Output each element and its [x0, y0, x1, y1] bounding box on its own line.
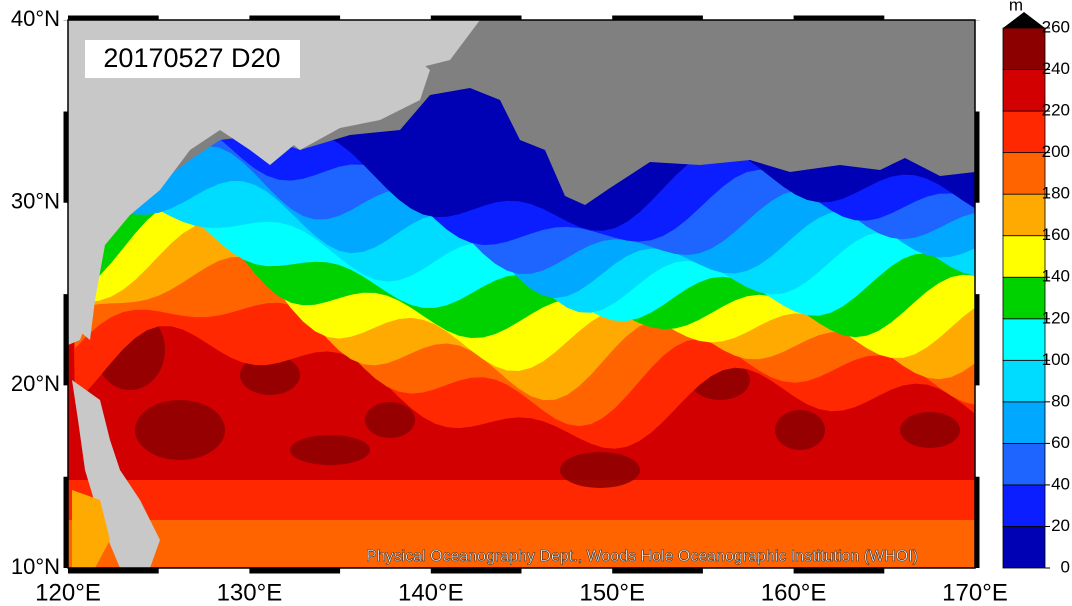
colorbar-segment: [1002, 318, 1046, 361]
field-blob: [290, 435, 370, 465]
colorbar-segment: [1002, 193, 1046, 237]
colorbar-tick-label: 120: [1042, 308, 1070, 327]
colorbar-tick-label: 80: [1051, 391, 1070, 410]
colorbar-tick-label: 220: [1042, 101, 1070, 120]
field-blob: [135, 400, 225, 460]
colorbar-segment: [1002, 484, 1046, 527]
colorbar-segment: [1002, 401, 1046, 444]
colorbar-tick-label: 200: [1042, 142, 1070, 161]
field-blob: [365, 402, 415, 438]
map-title: 20170527 D20: [103, 43, 280, 73]
colorbar-tick-label: 180: [1042, 184, 1070, 203]
frame: [63, 15, 980, 574]
lat-tick-label: 40°N: [11, 6, 60, 31]
colorbar-tick-label: 20: [1051, 516, 1070, 535]
colorbar-segment: [1002, 152, 1046, 195]
lat-tick-label: 20°N: [11, 371, 60, 396]
field-blob: [560, 452, 640, 488]
colorbar-tick-label: 100: [1042, 350, 1070, 369]
lon-tick-label: 170°E: [942, 579, 1008, 606]
credit: Physical Oceanography Dept., Woods Hole …: [366, 548, 918, 565]
field-blob: [900, 412, 960, 448]
lon-tick-label: 150°E: [579, 579, 645, 606]
colorbar-segment: [1002, 235, 1046, 278]
colorbar-tick-label: 160: [1042, 225, 1070, 244]
colorbar-segment: [1002, 359, 1046, 403]
colorbar-tick-label: 260: [1042, 17, 1070, 36]
lon-tick-label: 140°E: [398, 579, 464, 606]
lat-tick-label: 10°N: [11, 554, 60, 579]
colorbar: m 0 20 40 60 80 100 120 140 160 180 200 220 240 260: [1002, 0, 1070, 576]
colorbar-segment: [1002, 69, 1046, 112]
lon-tick-label: 130°E: [217, 579, 283, 606]
colorbar-tick-label: 60: [1051, 433, 1070, 452]
colorbar-segment: [1002, 276, 1046, 320]
title-box: [85, 40, 300, 78]
colorbar-tick-label: 240: [1042, 59, 1070, 78]
colorbar-tick-label: 0: [1061, 557, 1070, 576]
colorbar-arrow: [1003, 12, 1045, 28]
colorbar-segment: [1002, 110, 1046, 154]
field-blob: [775, 410, 825, 450]
colorbar-segment: [1002, 27, 1046, 70]
colorbar-unit: m: [1009, 0, 1023, 14]
field-south2: [68, 520, 975, 568]
lat-tick-label: 30°N: [11, 188, 60, 213]
lon-tick-label: 120°E: [35, 579, 101, 606]
lon-tick-label: 160°E: [761, 579, 827, 606]
colorbar-tick-label: 140: [1042, 267, 1070, 286]
colorbar-segment: [1002, 442, 1046, 486]
colorbar-segment: [1002, 526, 1046, 569]
colorbar-tick-label: 40: [1051, 474, 1070, 493]
